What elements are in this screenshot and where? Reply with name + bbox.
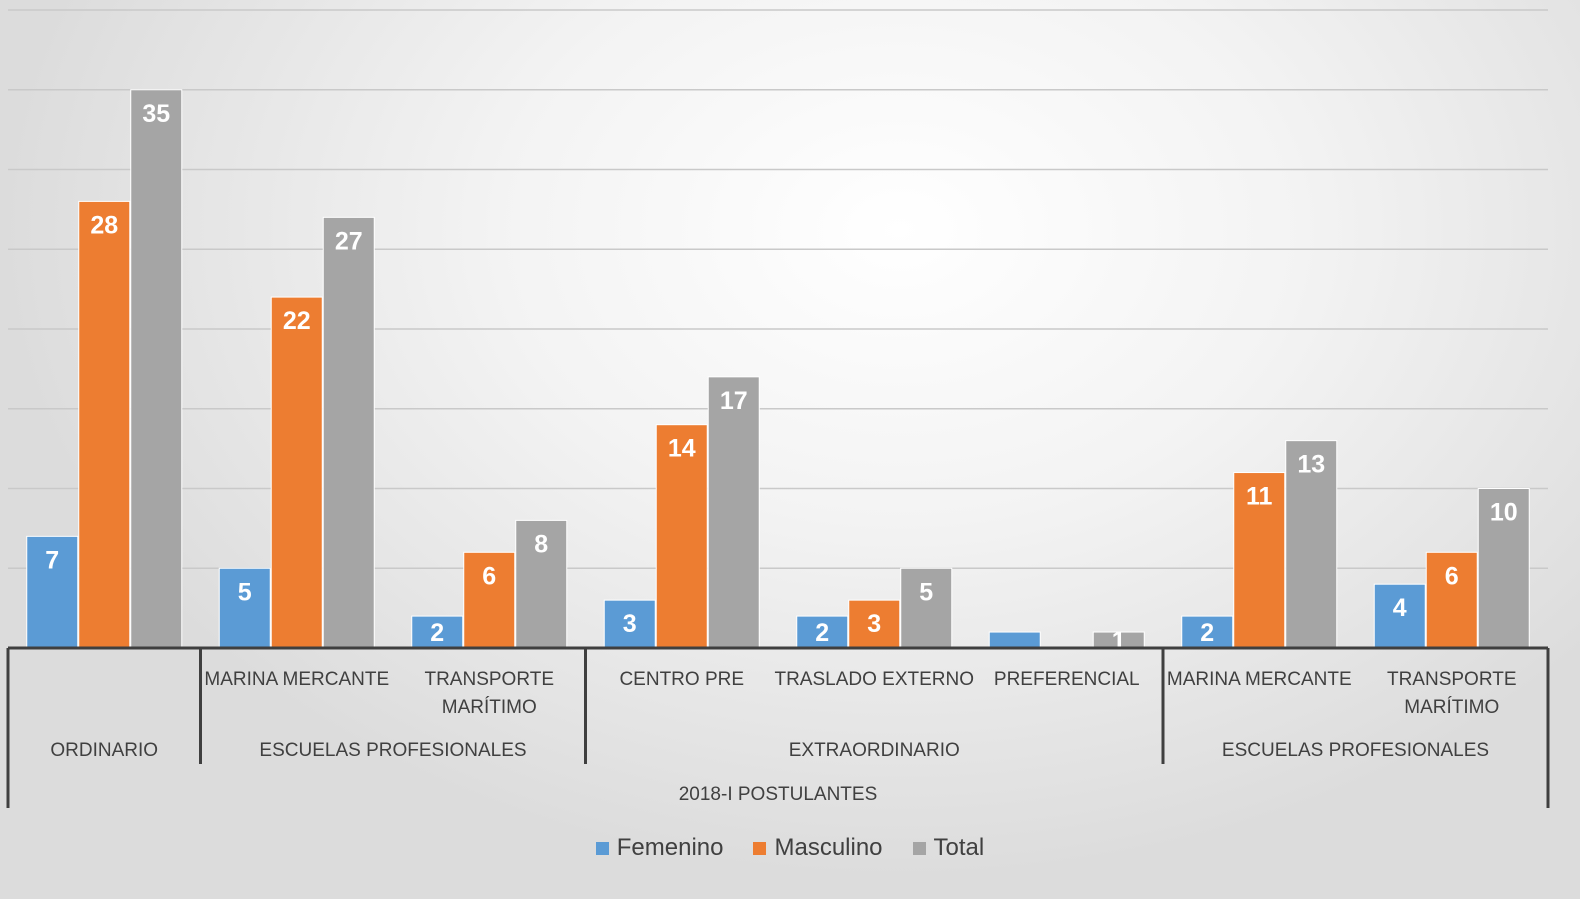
data-label-femenino-3: 3	[623, 610, 637, 638]
legend-item-femenino: Femenino	[595, 834, 724, 862]
legend-swatch-masculino	[753, 841, 767, 855]
data-label-femenino-1: 5	[238, 578, 252, 606]
legend-label-total: Total	[933, 834, 985, 861]
bar-masculino-2	[463, 551, 516, 649]
data-label-masculino-3: 14	[668, 435, 696, 463]
category-label: MARÍTIMO	[1404, 697, 1499, 718]
group-label-ordinario: ORDINARIO	[50, 740, 158, 761]
data-label-total-6: 13	[1297, 451, 1325, 479]
bar-femenino-1	[218, 567, 271, 649]
category-label: TRASLADO EXTERNO	[774, 669, 974, 690]
bar-femenino-5	[988, 631, 1041, 649]
bar-total-7	[1477, 488, 1530, 649]
data-label-femenino-2: 2	[430, 619, 444, 647]
bar-masculino-0	[78, 200, 131, 649]
bar-total-1	[322, 216, 375, 649]
category-label: TRANSPORTE	[424, 669, 554, 690]
category-label: PREFERENCIAL	[994, 669, 1140, 690]
legend: Femenino Masculino Total	[0, 834, 1580, 862]
data-label-femenino-0: 7	[45, 546, 59, 574]
data-label-total-7: 10	[1490, 499, 1518, 527]
bar-masculino-7	[1425, 551, 1478, 649]
bar-femenino-0	[26, 535, 79, 649]
category-label: MARÍTIMO	[442, 697, 537, 718]
data-label-femenino-4: 2	[815, 619, 829, 647]
bar-femenino-7	[1373, 583, 1426, 649]
legend-swatch-total	[912, 841, 926, 855]
data-label-total-1: 27	[335, 227, 363, 255]
group-label-escuelas-profesionales: ESCUELAS PROFESIONALES	[259, 740, 526, 761]
group-label-extraordinario: EXTRAORDINARIO	[789, 740, 960, 761]
bar-total-4	[900, 567, 953, 649]
data-label-total-0: 35	[142, 100, 170, 128]
data-label-masculino-7: 6	[1445, 562, 1459, 590]
bar-femenino-2	[411, 615, 464, 649]
data-label-total-2: 8	[534, 530, 548, 558]
gridlines	[8, 9, 1548, 569]
data-label-masculino-4: 3	[867, 610, 881, 638]
category-label: CENTRO PRE	[619, 669, 744, 690]
category-label: MARINA MERCANTE	[204, 669, 389, 690]
bar-masculino-6	[1233, 472, 1286, 649]
bar-femenino-3	[603, 599, 656, 649]
group-label-escuelas-profesionales: ESCUELAS PROFESIONALES	[1222, 740, 1489, 761]
legend-label-masculino: Masculino	[774, 834, 883, 861]
data-label-total-3: 17	[720, 387, 748, 415]
legend-swatch-femenino	[595, 841, 609, 855]
data-label-masculino-2: 6	[482, 562, 496, 590]
data-label-masculino-0: 28	[90, 211, 118, 239]
bar-femenino-6	[1181, 615, 1234, 649]
legend-item-masculino: Masculino	[753, 834, 883, 862]
bar-total-6	[1285, 440, 1338, 649]
bar-total-3	[707, 376, 760, 649]
category-label: MARINA MERCANTE	[1167, 669, 1352, 690]
bar-masculino-4	[848, 599, 901, 649]
data-label-femenino-6: 2	[1200, 619, 1214, 647]
bar-femenino-4	[796, 615, 849, 649]
top-group-label: 2018-I POSTULANTES	[679, 784, 878, 805]
legend-item-total: Total	[912, 834, 985, 862]
data-label-total-4: 5	[919, 578, 933, 606]
data-label-masculino-6: 11	[1246, 483, 1273, 511]
data-label-femenino-7: 4	[1393, 594, 1407, 622]
data-label-masculino-1: 22	[283, 307, 311, 335]
data-label-total-5: 1	[1112, 627, 1126, 655]
bar-masculino-1	[270, 296, 323, 649]
category-label: TRANSPORTE	[1387, 669, 1517, 690]
legend-label-femenino: Femenino	[616, 834, 724, 861]
category-axis: MARINA MERCANTE TRANSPORTE MARÍTIMO CENTRO …	[6, 646, 1550, 808]
bar-total-0	[130, 89, 183, 649]
